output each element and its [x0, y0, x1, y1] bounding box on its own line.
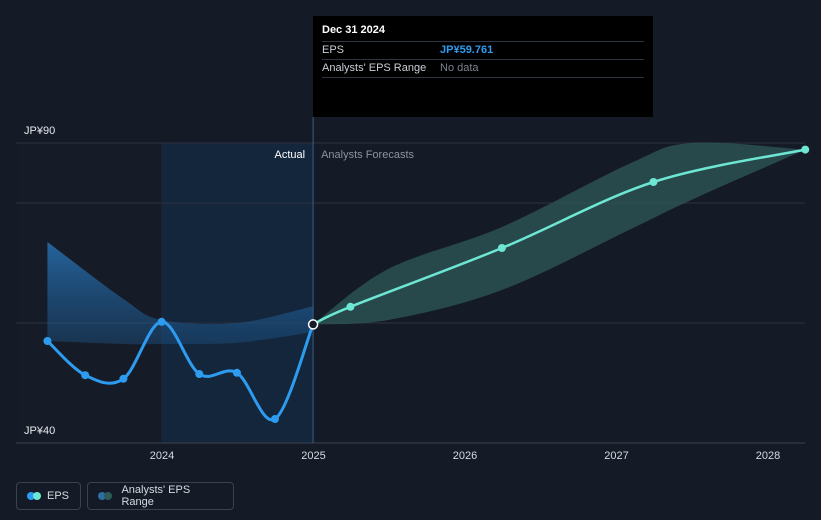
actual-label: Actual — [275, 149, 306, 161]
x-axis-label: 2027 — [604, 450, 628, 462]
tooltip: Dec 31 2024 EPS JP¥59.761 Analysts' EPS … — [313, 16, 653, 117]
actual-highlight-region — [162, 143, 314, 443]
eps-highlight-point — [307, 319, 319, 330]
eps-point — [157, 317, 166, 326]
range-legend-icon — [98, 492, 113, 500]
tooltip-eps-label: EPS — [322, 44, 345, 56]
eps-point — [232, 368, 241, 377]
tooltip-range-label: Analysts' EPS Range — [322, 62, 427, 74]
eps-point — [43, 337, 52, 345]
forecast-point — [497, 244, 506, 252]
y-axis-label: JP¥90 — [24, 125, 55, 137]
forecast-eps-range-band — [313, 142, 806, 325]
legend-range-label: Analysts' EPS Range — [121, 484, 191, 508]
x-axis-label: 2028 — [756, 450, 780, 462]
eps-point — [81, 371, 90, 380]
tooltip-eps-row: EPS JP¥59.761 — [322, 41, 644, 59]
forecast-point — [801, 145, 810, 154]
forecast-point — [346, 302, 355, 311]
tooltip-range-row: Analysts' EPS Range No data — [322, 59, 644, 78]
legend-eps-toggle[interactable]: EPS — [16, 482, 81, 510]
forecast-point — [649, 178, 658, 186]
past-eps-range-band — [47, 242, 314, 345]
tooltip-eps-value: JP¥59.761 — [440, 44, 494, 56]
forecast-label: Analysts Forecasts — [321, 149, 414, 161]
eps-point — [271, 415, 280, 423]
legend-range-toggle[interactable]: Analysts' EPS Range — [87, 482, 234, 510]
x-axis-label: 2026 — [453, 450, 477, 462]
x-axis-label: 2025 — [301, 450, 325, 462]
legend-eps-label: EPS — [46, 490, 69, 502]
x-axis-label: 2024 — [150, 450, 174, 462]
eps-point — [195, 370, 204, 378]
eps-point — [119, 374, 128, 383]
tooltip-range-value: No data — [440, 62, 479, 74]
eps-legend-icon — [27, 492, 41, 500]
tooltip-date: Dec 31 2024 — [322, 24, 385, 36]
y-axis-label: JP¥40 — [24, 425, 55, 437]
